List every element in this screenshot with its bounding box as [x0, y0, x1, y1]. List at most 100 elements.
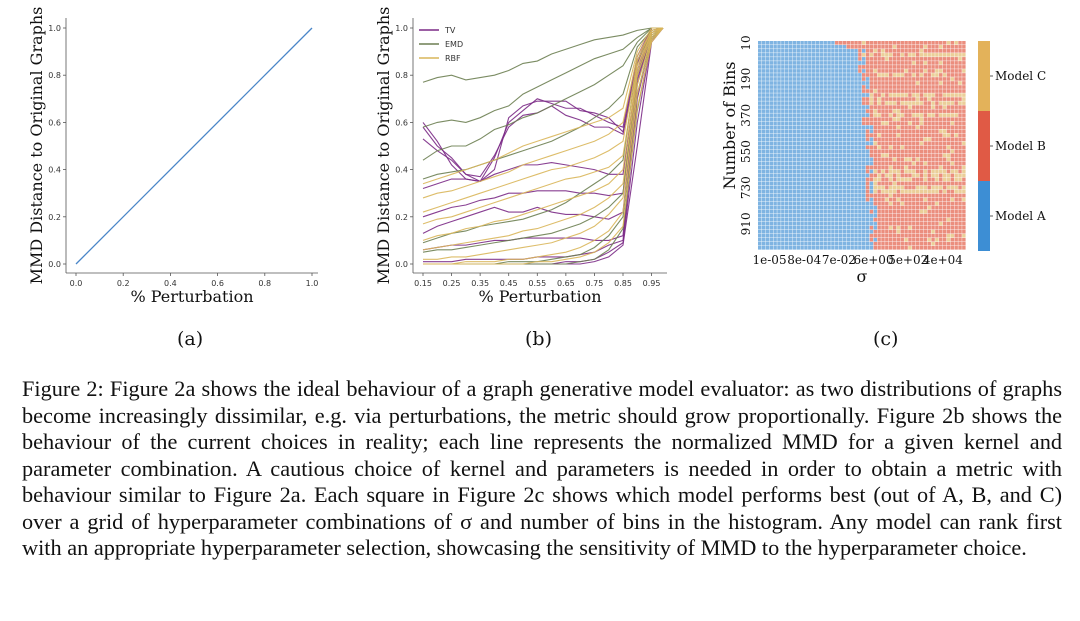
figure-caption: Figure 2: Figure 2a shows the ideal beha… [22, 376, 1062, 560]
c-heatmap-cell [823, 177, 827, 182]
c-heatmap-cell [835, 157, 839, 162]
c-heatmap-cell [819, 129, 824, 134]
c-heatmap-cell [958, 153, 962, 158]
c-heatmap-cell [823, 45, 827, 49]
c-heatmap-cell [900, 73, 904, 77]
c-heatmap-cell [962, 101, 966, 105]
c-heatmap-cell [881, 225, 885, 230]
c-heatmap-cell [885, 137, 889, 142]
c-heatmap-cell [835, 57, 839, 61]
c-heatmap-cell [862, 49, 866, 53]
c-heatmap-cell [900, 233, 904, 238]
c-heatmap-cell [838, 101, 843, 105]
c-heatmap-cell [962, 73, 966, 77]
c-heatmap-cell [819, 229, 824, 234]
c-heatmap-cell [788, 145, 793, 150]
c-heatmap-cell [773, 137, 777, 142]
c-heatmap-cell [765, 193, 770, 198]
c-heatmap-cell [935, 181, 939, 186]
c-heatmap-cell [962, 113, 966, 117]
c-heatmap-cell [873, 85, 878, 89]
c-heatmap-cell [823, 53, 827, 57]
c-heatmap-cell [811, 209, 816, 214]
c-heatmap-cell [823, 41, 827, 45]
c-heatmap-cell [777, 229, 781, 234]
c-heatmap-cell [854, 161, 858, 166]
c-heatmap-cell [846, 177, 851, 182]
c-heatmap-cell [942, 129, 947, 134]
c-heatmap-cell [931, 181, 935, 186]
c-heatmap-cell [927, 65, 931, 69]
c-heatmap-cell [831, 117, 835, 121]
c-heatmap-cell [927, 225, 931, 230]
c-heatmap-cell [908, 73, 912, 77]
c-heatmap-cell [908, 229, 912, 234]
c-heatmap-cell [912, 181, 916, 186]
c-heatmap-cell [761, 129, 766, 134]
c-heatmap-cell [919, 53, 924, 57]
c-heatmap-cell [784, 225, 789, 230]
c-heatmap-cell [796, 205, 800, 210]
c-heatmap-cell [942, 41, 947, 45]
c-heatmap-cell [800, 97, 804, 101]
c-heatmap-cell [784, 45, 789, 49]
c-heatmap-cell [877, 69, 881, 73]
c-heatmap-cell [831, 209, 835, 214]
c-heatmap-cell [800, 189, 804, 194]
c-heatmap-cell [958, 117, 962, 121]
c-heatmap-cell [927, 81, 931, 85]
c-heatmap-cell [781, 201, 785, 206]
c-heatmap-cell [811, 221, 816, 226]
c-heatmap-cell [954, 165, 958, 170]
c-heatmap-cell [842, 97, 847, 101]
c-heatmap-cell [846, 189, 851, 194]
c-heatmap-cell [858, 73, 862, 77]
c-heatmap-cell [854, 89, 858, 93]
c-heatmap-cell [862, 81, 866, 85]
c-heatmap-cell [892, 165, 897, 170]
c-heatmap-cell [796, 93, 800, 97]
c-heatmap-cell [912, 45, 916, 49]
c-heatmap-cell [950, 221, 955, 226]
c-heatmap-cell [958, 65, 962, 69]
c-heatmap-cell [892, 177, 897, 182]
c-heatmap-cell [869, 61, 874, 65]
c-heatmap-cell [788, 93, 793, 97]
c-heatmap-cell [939, 225, 943, 230]
c-heatmap-cell [811, 69, 816, 73]
c-heatmap-cell [896, 81, 901, 85]
c-heatmap-cell [927, 233, 931, 238]
c-heatmap-cell [931, 153, 935, 158]
c-heatmap-cell [815, 61, 820, 65]
c-heatmap-cell [827, 41, 831, 45]
c-heatmap-cell [815, 213, 820, 218]
c-heatmap-cell [881, 177, 885, 182]
c-heatmap-cell [935, 161, 939, 166]
c-heatmap-cell [931, 189, 935, 194]
c-heatmap-cell [896, 101, 901, 105]
figure: 0.0 0.2 0.4 0.6 0.8 1.0 0.0 0.2 0.4 0.6 0.8 1.0% Pe… [27, 7, 1046, 350]
c-heatmap-cell [923, 245, 928, 250]
c-heatmap-cell [773, 217, 777, 222]
c-heatmap-cell [935, 145, 939, 150]
c-heatmap-cell [919, 161, 924, 166]
c-heatmap-cell [792, 169, 797, 174]
c-heatmap-cell [808, 85, 812, 89]
c-heatmap-cell [900, 89, 904, 93]
c-heatmap-cell [792, 161, 797, 166]
c-heatmap-cell [873, 217, 878, 222]
c-heatmap-cell [761, 61, 766, 65]
c-heatmap-cell [842, 217, 847, 222]
c-heatmap-cell [831, 57, 835, 61]
c-heatmap-cell [811, 129, 816, 134]
c-heatmap-cell [939, 173, 943, 178]
c-heatmap-cell [873, 77, 878, 81]
c-heatmap-cell [896, 237, 901, 242]
c-heatmap-cell [912, 129, 916, 134]
c-heatmap-cell [773, 141, 777, 146]
c-heatmap-cell [800, 117, 804, 121]
c-heatmap-cell [827, 97, 831, 101]
c-heatmap-cell [862, 245, 866, 250]
c-heatmap-cell [865, 101, 870, 105]
c-heatmap-cell [935, 153, 939, 158]
